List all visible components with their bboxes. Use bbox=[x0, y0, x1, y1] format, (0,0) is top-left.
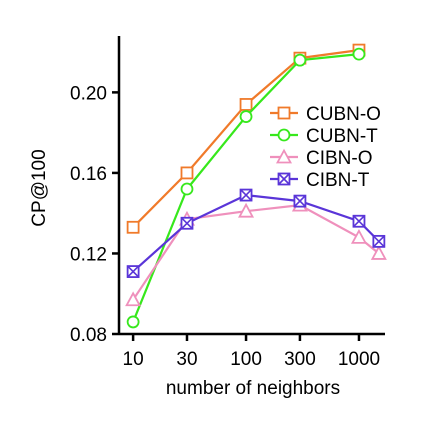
y-tick-label: 0.16 bbox=[70, 164, 107, 185]
data-point-cibn-o bbox=[370, 245, 387, 260]
legend-marker-cubn-o bbox=[277, 106, 291, 120]
x-tick-label: 100 bbox=[230, 349, 262, 370]
y-ticks: 0.08 0.12 0.16 0.20 bbox=[70, 83, 119, 346]
plot-area bbox=[125, 43, 387, 329]
data-point-cubn-t bbox=[239, 110, 253, 123]
y-tick-label: 0.08 bbox=[70, 325, 107, 346]
data-point-cibn-t-cross bbox=[372, 235, 385, 248]
legend-item-cubn-o: CUBN-O bbox=[270, 104, 381, 125]
data-point-cibn-o bbox=[350, 228, 367, 244]
legend-item-cibn-o: CIBN-O bbox=[270, 148, 373, 169]
x-tick-label: 10 bbox=[123, 349, 144, 370]
series-cibn-o bbox=[125, 196, 387, 307]
legend-item-cibn-t: CIBN-T bbox=[270, 170, 370, 191]
data-point-cibn-t-cross bbox=[127, 265, 140, 278]
data-point-cibn-t-cross bbox=[239, 189, 253, 202]
data-point-cibn-t-cross bbox=[180, 217, 194, 230]
legend-label-cibn-t: CIBN-T bbox=[306, 170, 370, 191]
x-tick-label: 30 bbox=[176, 349, 197, 370]
series-line-cibn-o bbox=[132, 203, 380, 301]
series-cibn-t bbox=[126, 188, 386, 278]
data-point-cubn-o bbox=[126, 220, 140, 234]
data-point-cibn-t-cross bbox=[293, 195, 306, 208]
y-tick-label: 0.20 bbox=[70, 83, 107, 104]
legend-label-cibn-o: CIBN-O bbox=[306, 148, 373, 169]
data-point-cubn-t bbox=[293, 53, 307, 67]
data-point-cubn-o bbox=[180, 166, 194, 180]
x-tick-label: 300 bbox=[284, 349, 316, 370]
y-axis-title: CP@100 bbox=[29, 149, 50, 226]
data-point-cubn-t bbox=[126, 315, 140, 329]
x-axis-title: number of neighbors bbox=[166, 378, 340, 399]
data-point-cibn-o bbox=[238, 202, 255, 218]
x-tick-label: 1000 bbox=[338, 349, 380, 370]
series-cubn-t bbox=[126, 47, 366, 329]
legend-marker-cibn-t-cross bbox=[277, 172, 291, 186]
legend-label-cubn-o: CUBN-O bbox=[306, 104, 381, 125]
data-point-cubn-t bbox=[180, 182, 194, 196]
legend-marker-cubn-t bbox=[277, 128, 291, 142]
data-point-cubn-t bbox=[352, 47, 366, 61]
data-point-cibn-t-cross bbox=[352, 215, 366, 228]
y-tick-label: 0.12 bbox=[70, 244, 107, 265]
x-ticks: 10 30 100 300 1000 bbox=[123, 334, 380, 370]
data-point-cubn-o bbox=[239, 98, 253, 111]
legend-item-cubn-t: CUBN-T bbox=[270, 126, 378, 147]
data-point-cibn-o bbox=[125, 291, 142, 307]
axes bbox=[117, 36, 385, 336]
legend-label-cubn-t: CUBN-T bbox=[306, 126, 378, 147]
legend-marker-cibn-o bbox=[275, 148, 293, 164]
